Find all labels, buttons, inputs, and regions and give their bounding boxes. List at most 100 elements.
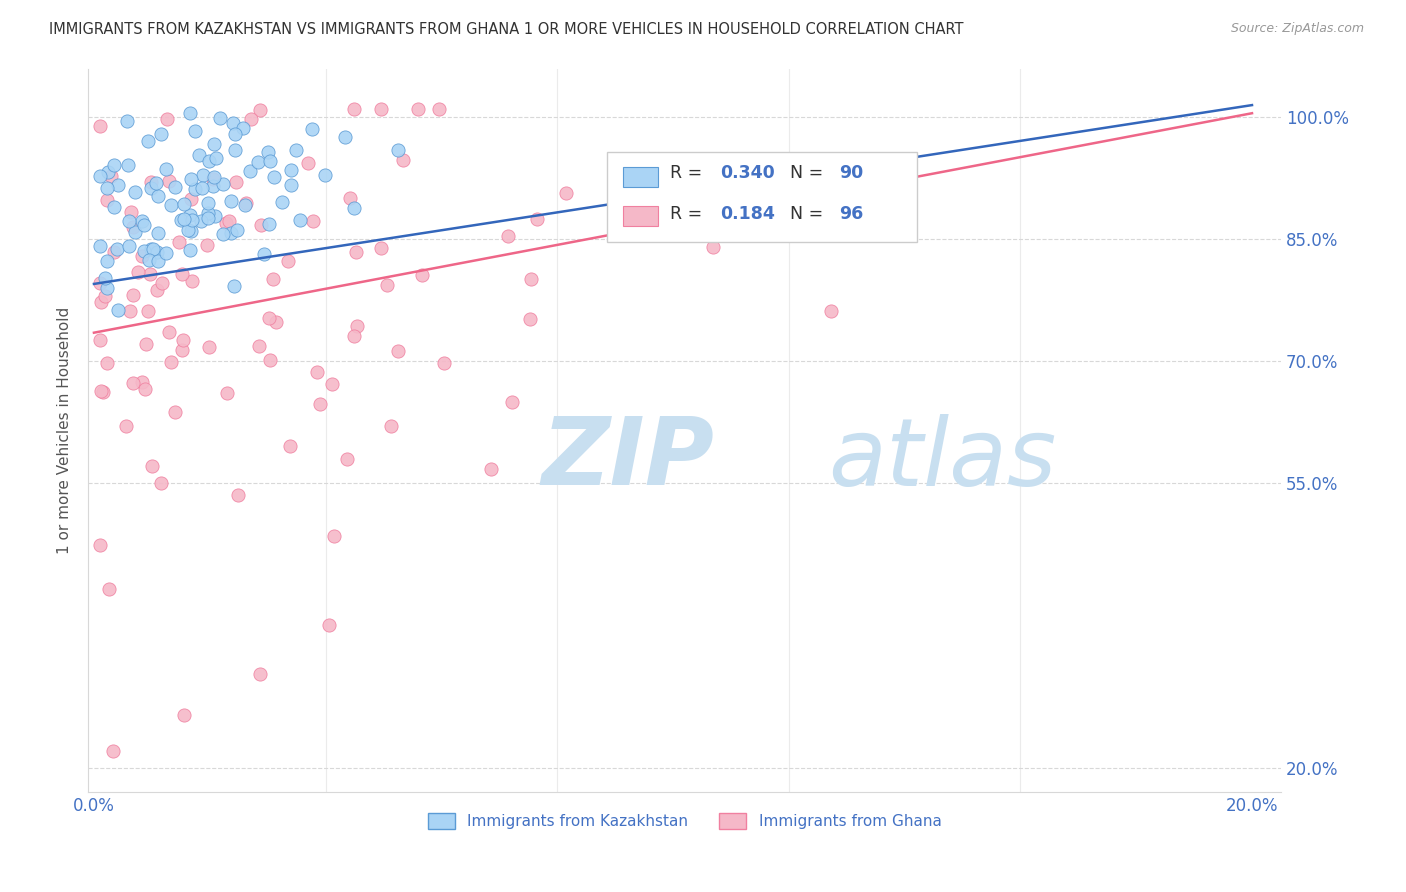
Point [142,242,165,256]
Point [370,241,392,255]
Point [181,213,204,227]
Point [318,618,340,632]
Point [202,169,225,184]
Point [89,538,111,552]
Text: 90: 90 [839,164,863,182]
Point [91,385,114,400]
Point [308,397,330,411]
Point [131,214,153,228]
Point [343,328,366,343]
Point [103,200,125,214]
Point [224,128,246,142]
Legend: Immigrants from Kazakhstan, Immigrants from Ghana: Immigrants from Kazakhstan, Immigrants f… [422,806,948,835]
Point [138,267,160,281]
Point [127,265,149,279]
Point [212,227,235,241]
Point [145,284,167,298]
Point [519,272,541,286]
Point [96,356,118,370]
Point [247,339,270,353]
Point [138,134,160,148]
Point [131,248,153,262]
Point [343,201,366,215]
Point [141,175,163,189]
Point [212,177,235,191]
Text: R =: R = [671,204,709,222]
Point [148,226,170,240]
Point [103,158,125,172]
Point [301,122,323,136]
Point [271,195,294,210]
Point [321,377,343,392]
Point [498,229,520,244]
Point [233,198,256,212]
Point [307,365,329,379]
Point [187,147,209,161]
Text: atlas: atlas [828,414,1056,505]
Point [122,376,145,391]
Point [150,276,173,290]
Point [249,103,271,117]
Point [257,217,280,231]
Y-axis label: 1 or more Vehicles in Household: 1 or more Vehicles in Household [58,307,72,554]
Point [180,274,202,288]
Point [204,209,226,223]
Point [115,113,138,128]
Point [370,102,392,116]
Point [209,111,232,125]
Point [118,214,141,228]
Point [202,179,225,194]
Point [107,302,129,317]
Point [134,382,156,396]
Point [132,218,155,232]
Point [239,112,262,126]
Point [160,197,183,211]
Point [392,153,415,168]
Point [219,194,242,208]
Point [180,224,202,238]
Point [105,242,128,256]
Point [131,375,153,389]
Point [117,238,139,252]
Point [180,171,202,186]
Point [89,238,111,252]
Point [290,213,312,227]
Point [222,278,245,293]
Point [120,204,142,219]
Point [249,667,271,681]
Point [120,304,142,318]
Point [193,168,215,182]
Point [183,182,205,196]
Point [218,214,240,228]
Point [169,213,191,227]
Point [197,211,219,226]
Point [481,462,503,476]
Point [280,163,302,178]
Point [114,419,136,434]
Point [277,254,299,268]
Text: IMMIGRANTS FROM KAZAKHSTAN VS IMMIGRANTS FROM GHANA 1 OR MORE VEHICLES IN HOUSEH: IMMIGRANTS FROM KAZAKHSTAN VS IMMIGRANTS… [49,22,963,37]
Point [256,145,278,159]
Point [190,214,212,228]
Point [380,419,402,434]
Text: 96: 96 [839,204,863,222]
Point [90,295,112,310]
Point [314,168,336,182]
Point [160,355,183,369]
Point [150,128,173,142]
Point [132,244,155,259]
Point [323,529,346,543]
Point [377,278,399,293]
Point [138,252,160,267]
Point [103,245,125,260]
Point [259,154,281,169]
Point [97,165,120,179]
Point [406,102,429,116]
Point [202,172,225,186]
Point [179,208,201,222]
Bar [623,167,658,187]
Point [339,191,361,205]
Point [247,155,270,169]
Point [172,333,194,347]
Point [344,245,367,260]
